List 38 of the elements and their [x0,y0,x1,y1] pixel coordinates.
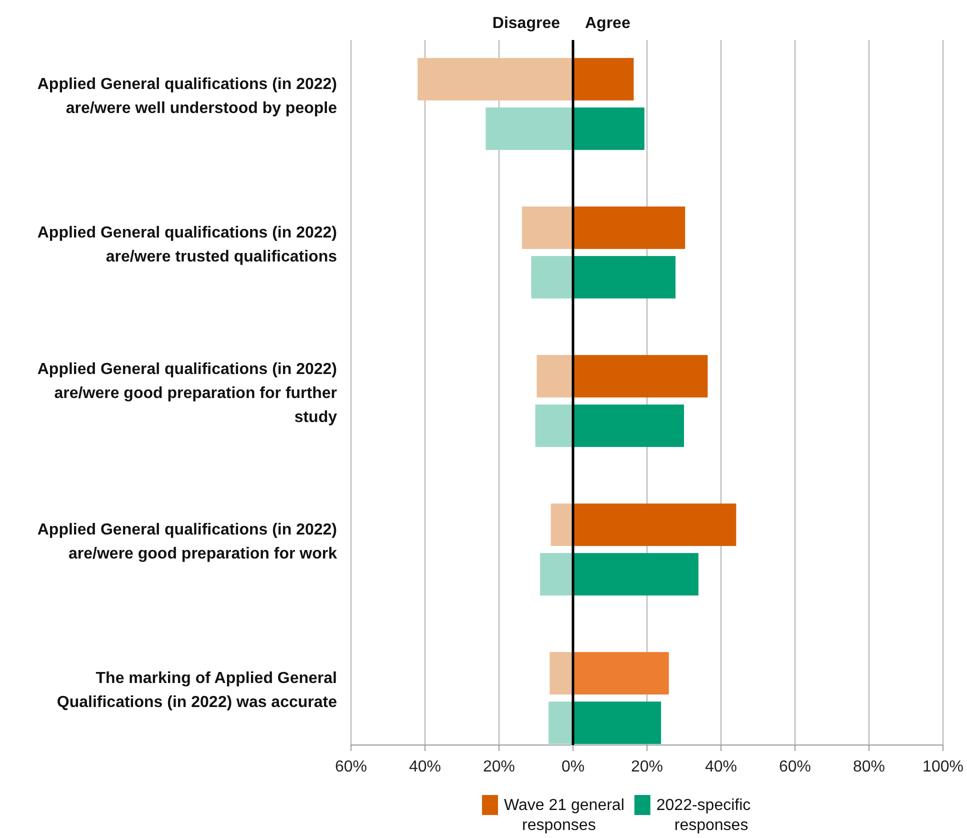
bar [573,256,676,298]
y-tick-label: Applied General qualifications (in 2022) are/were well understood by people [37,76,338,117]
x-tick-label: 20% [482,758,516,776]
bar [573,206,686,249]
bar [535,404,573,447]
bar [486,108,573,150]
bar [573,355,708,398]
bar [522,206,573,249]
bar [540,553,573,596]
y-tick-label: The marking of Applied General Qualifications (in 2022) was accurate [56,670,338,711]
y-tick-label: Applied General qualifications (in 2022) are/were trusted qualifications [37,224,338,266]
bar [573,108,644,150]
bar [573,504,736,546]
text: Agree [585,15,630,32]
x-tick-label: 60% [778,758,812,776]
bar [418,58,573,100]
bar [531,256,573,298]
bar [573,553,698,596]
x-tick-label: 80% [852,758,886,776]
x-tick-label: 60% [334,758,368,776]
bar [548,702,573,744]
text: Disagree [492,15,560,32]
x-tick-label: 40% [704,758,738,776]
bar [550,652,573,694]
x-tick-label: 100% [922,758,964,776]
x-tick-label: 0% [561,758,585,776]
bar [536,355,573,398]
legend-label: Wave 21 general responses [504,797,624,834]
bar [573,404,684,447]
x-tick-label: 40% [408,758,442,776]
bar [550,504,573,546]
bar [573,58,634,100]
y-tick-label: Applied General qualifications (in 2022) are/were good preparation for further study [37,360,338,426]
x-tick-label: 20% [630,758,664,776]
legend-label: 2022-specific responses [656,797,751,834]
bar [573,702,662,744]
y-tick-label: Applied General qualifications (in 2022) are/were good preparation for work [37,521,338,562]
bar [573,652,669,694]
